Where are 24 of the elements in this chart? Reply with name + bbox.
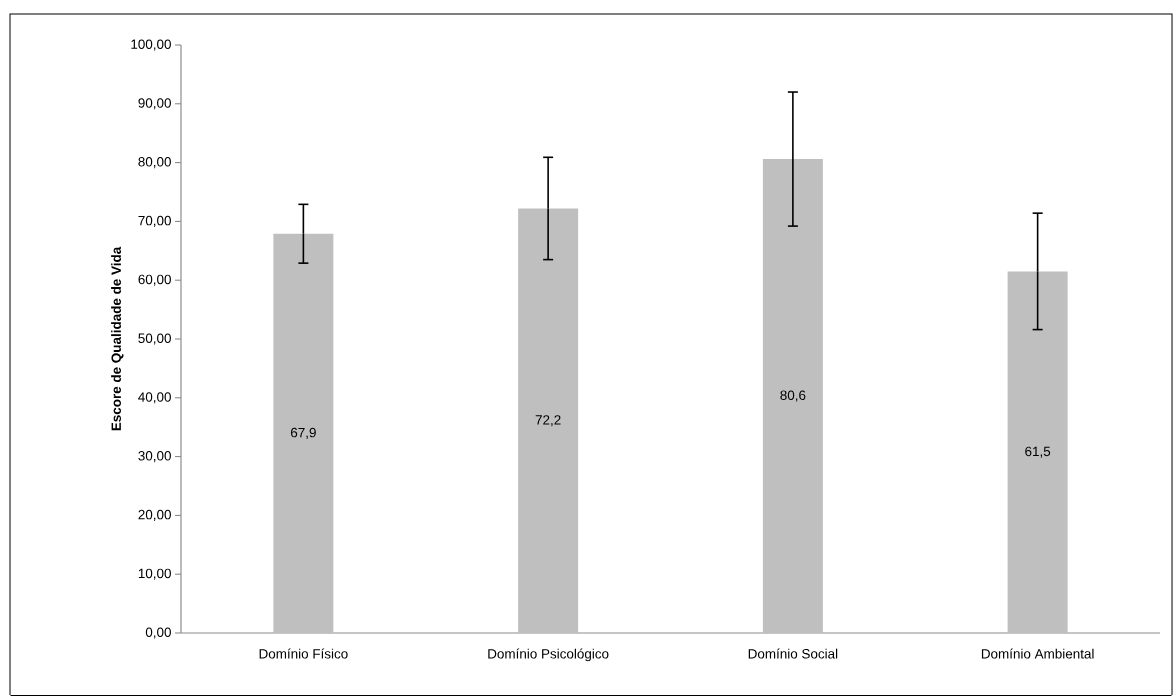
y-tick-label: 70,00 [138, 215, 171, 227]
data-label: 80,6 [780, 390, 806, 402]
y-tick-label: 40,00 [138, 392, 171, 404]
bar [762, 159, 823, 633]
x-tick-label: Domínio Psicológico [488, 648, 609, 662]
data-label: 67,9 [290, 427, 316, 439]
y-tick-label: 100,00 [131, 39, 171, 51]
y-tick-label: 50,00 [138, 333, 171, 345]
y-tick-label: 90,00 [138, 98, 171, 110]
y-tick-label: 10,00 [138, 568, 171, 580]
data-label: 72,2 [535, 415, 561, 427]
y-tick-label: 20,00 [138, 509, 171, 521]
data-label: 61,5 [1025, 446, 1051, 458]
x-tick-label: Domínio Social [748, 648, 838, 659]
x-tick-label: Domínio Ambiental [981, 648, 1094, 659]
y-tick-label: 0,00 [145, 627, 171, 639]
x-tick-label: Domínio Físico [259, 648, 348, 659]
bar [273, 233, 334, 633]
y-tick-label: 30,00 [138, 451, 171, 463]
bar [1007, 271, 1068, 633]
y-axis-title: Escore de Qualidade de Vida [111, 246, 124, 431]
y-tick-label: 80,00 [138, 157, 171, 169]
bar [518, 208, 579, 633]
y-tick-label: 60,00 [138, 274, 171, 286]
